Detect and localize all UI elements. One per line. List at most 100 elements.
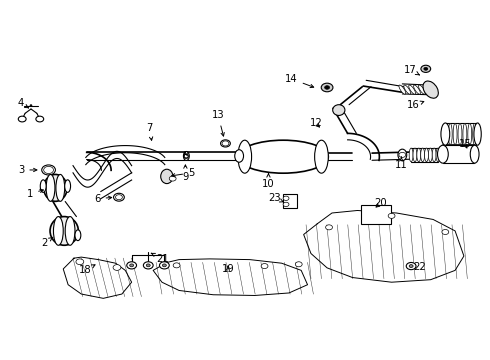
Text: 21: 21 (151, 253, 169, 264)
Circle shape (283, 202, 289, 207)
Text: 18: 18 (78, 265, 95, 275)
Text: 14: 14 (285, 74, 314, 87)
Circle shape (184, 154, 189, 158)
Ellipse shape (424, 148, 428, 162)
Ellipse shape (42, 165, 55, 175)
Ellipse shape (473, 123, 477, 145)
Ellipse shape (432, 148, 436, 162)
Ellipse shape (468, 123, 472, 145)
Bar (283, 194, 297, 208)
Circle shape (127, 262, 137, 269)
Circle shape (321, 83, 333, 92)
Ellipse shape (50, 217, 78, 245)
Ellipse shape (414, 85, 420, 94)
Text: 7: 7 (147, 123, 153, 140)
Text: 3: 3 (18, 165, 37, 175)
Circle shape (76, 259, 84, 265)
Circle shape (261, 264, 268, 269)
Circle shape (442, 229, 449, 234)
Text: 12: 12 (310, 118, 322, 128)
Ellipse shape (438, 145, 448, 163)
Text: 5: 5 (172, 168, 195, 178)
Ellipse shape (436, 148, 440, 162)
Circle shape (30, 105, 32, 106)
Text: 20: 20 (374, 198, 387, 208)
Circle shape (113, 265, 121, 270)
Circle shape (295, 262, 302, 267)
Text: 11: 11 (395, 157, 408, 170)
Text: 15: 15 (459, 139, 471, 149)
Circle shape (44, 166, 53, 174)
Circle shape (162, 264, 166, 267)
Ellipse shape (443, 123, 447, 145)
Ellipse shape (458, 123, 462, 145)
Circle shape (283, 196, 289, 201)
Circle shape (399, 152, 406, 157)
Ellipse shape (56, 175, 65, 201)
Ellipse shape (441, 123, 450, 145)
Text: 10: 10 (262, 174, 275, 189)
Circle shape (18, 116, 26, 122)
Ellipse shape (470, 145, 479, 163)
Circle shape (222, 141, 229, 146)
Ellipse shape (40, 180, 46, 192)
Circle shape (421, 65, 431, 72)
Ellipse shape (333, 105, 345, 116)
Polygon shape (153, 259, 308, 296)
Circle shape (147, 264, 150, 267)
Ellipse shape (404, 85, 411, 94)
Ellipse shape (474, 123, 481, 145)
Ellipse shape (463, 123, 467, 145)
Text: 19: 19 (221, 264, 234, 274)
Text: 1: 1 (27, 189, 44, 199)
Ellipse shape (399, 85, 406, 94)
Text: 6: 6 (94, 194, 112, 204)
Ellipse shape (453, 123, 457, 145)
Ellipse shape (423, 85, 430, 94)
Ellipse shape (114, 193, 124, 201)
Polygon shape (63, 257, 132, 298)
Text: 22: 22 (414, 262, 426, 272)
Ellipse shape (183, 152, 189, 161)
Ellipse shape (421, 148, 425, 162)
Ellipse shape (448, 123, 452, 145)
Text: 8: 8 (182, 150, 189, 161)
Ellipse shape (418, 85, 425, 94)
Ellipse shape (417, 148, 421, 162)
Text: 23: 23 (268, 193, 284, 203)
Text: 9: 9 (182, 165, 189, 182)
Circle shape (130, 264, 134, 267)
Circle shape (326, 225, 332, 230)
Ellipse shape (315, 140, 328, 173)
Circle shape (159, 262, 169, 269)
Ellipse shape (44, 175, 67, 201)
Ellipse shape (238, 140, 251, 173)
Circle shape (36, 116, 44, 122)
Ellipse shape (235, 150, 244, 162)
Circle shape (144, 262, 153, 269)
Ellipse shape (398, 149, 407, 161)
Text: 4: 4 (17, 98, 28, 108)
Text: 2: 2 (42, 237, 53, 248)
Circle shape (409, 265, 413, 267)
Ellipse shape (409, 85, 416, 94)
Ellipse shape (413, 148, 417, 162)
Circle shape (169, 176, 176, 181)
Ellipse shape (161, 169, 173, 184)
Ellipse shape (428, 148, 432, 162)
Ellipse shape (220, 140, 230, 147)
Ellipse shape (423, 81, 439, 98)
Text: 16: 16 (407, 100, 424, 111)
Ellipse shape (409, 148, 413, 162)
Text: 13: 13 (212, 111, 224, 136)
Circle shape (116, 195, 122, 200)
Ellipse shape (65, 180, 71, 192)
Ellipse shape (65, 217, 75, 245)
Ellipse shape (53, 217, 63, 245)
Circle shape (406, 262, 416, 270)
Text: 17: 17 (404, 64, 419, 75)
Polygon shape (304, 211, 464, 282)
Ellipse shape (46, 175, 55, 201)
Circle shape (173, 263, 180, 268)
Circle shape (388, 213, 395, 219)
